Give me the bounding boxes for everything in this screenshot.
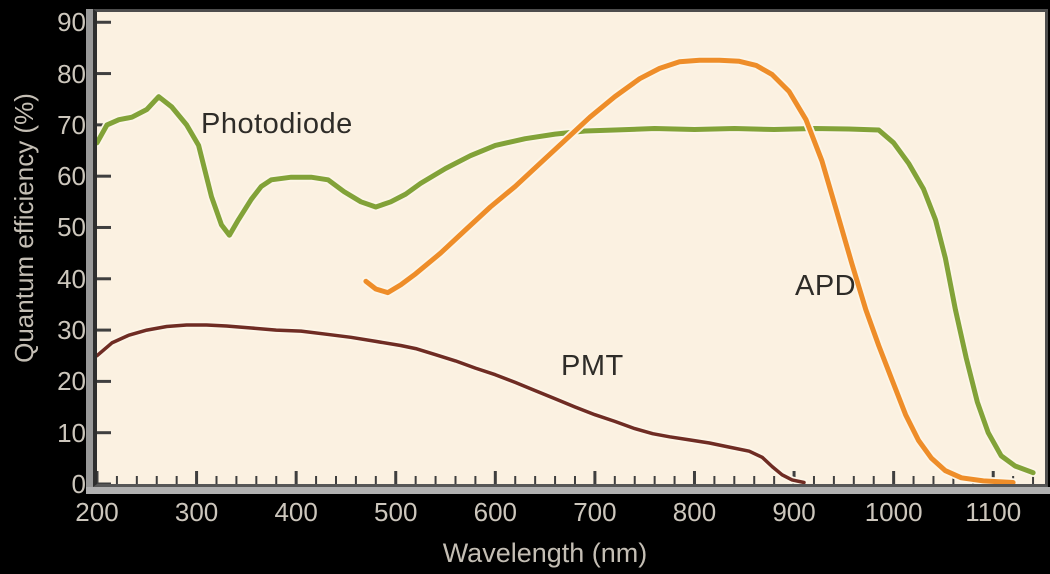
y-tick-label: 40: [57, 263, 86, 294]
y-tick-label: 20: [57, 366, 86, 397]
x-tick-label: 600: [473, 497, 518, 527]
x-tick-label: 1000: [864, 497, 923, 527]
x-tick-label: 400: [274, 497, 318, 527]
x-tick-label: 800: [672, 497, 717, 527]
plot-area: Photodiode APD PMT: [93, 9, 1048, 487]
photodiode-curve-label: Photodiode: [201, 108, 353, 140]
y-tick-label: 70: [57, 109, 86, 140]
y-tick-label: 0: [71, 469, 86, 499]
x-tick-label: 700: [573, 497, 617, 527]
x-tick-label: 500: [374, 497, 418, 527]
apd-curve: [363, 57, 1016, 484]
y-tick-label: 80: [57, 58, 86, 89]
pmt-curve: [97, 321, 808, 484]
photodiode-curve: [97, 92, 1038, 477]
x-tick-label: 200: [75, 497, 119, 527]
photodiode-curve: [97, 94, 1036, 476]
x-tick-label: 900: [772, 497, 816, 527]
qe-curves-chart: [97, 20, 1038, 484]
y-tick-label: 10: [57, 417, 86, 448]
x-tick-label: 1100: [965, 497, 1022, 527]
y-tick-label: 90: [57, 7, 86, 38]
apd-curve-label: APD: [795, 270, 857, 302]
y-tick-label: 60: [57, 161, 86, 192]
y-tick-label: 30: [57, 315, 86, 346]
apd-curve: [361, 55, 1018, 484]
x-tick-label: 300: [174, 497, 219, 527]
y-axis-title: Quantum efficiency (%): [9, 93, 39, 363]
y-tick-label: 50: [57, 212, 86, 243]
pmt-curve-label: PMT: [561, 350, 624, 382]
x-axis-band: [86, 487, 1050, 494]
y-axis-band: [86, 9, 93, 494]
pmt-curve: [97, 323, 806, 484]
x-axis-title: Wavelength (nm): [442, 538, 648, 568]
